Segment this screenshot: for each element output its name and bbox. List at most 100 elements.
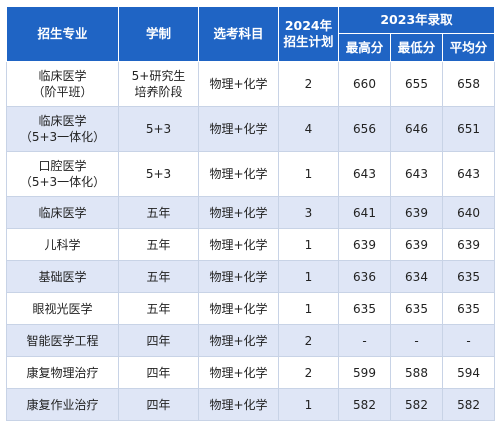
- cell-major: 临床医学 （阶平班）: [6, 61, 119, 107]
- cell-major-line1: 临床医学: [38, 114, 87, 128]
- cell-subjects: 物理+化学: [198, 106, 279, 152]
- cell-major: 儿科学: [6, 228, 119, 261]
- cell-min: 635: [390, 292, 443, 325]
- cell-major: 智能医学工程: [6, 324, 119, 357]
- cell-plan: 1: [278, 292, 339, 325]
- cell-plan: 2: [278, 324, 339, 357]
- cell-avg: 651: [441, 106, 496, 152]
- header-max-score: 最高分: [338, 33, 391, 62]
- cell-max: 636: [338, 260, 391, 293]
- cell-length-line2: 培养阶段: [134, 85, 183, 99]
- table-row: 智能医学工程 四年 物理+化学 2 - - -: [6, 324, 496, 357]
- admission-table: 招生专业 学制 选考科目 2024年 招生计划 2023年录取 最高分 最低分 …: [6, 6, 496, 421]
- cell-avg: 639: [441, 228, 496, 261]
- header-plan-2024-line2: 招生计划: [283, 34, 334, 49]
- cell-major: 基础医学: [6, 260, 119, 293]
- cell-max: 643: [338, 151, 391, 197]
- table-row: 临床医学 （5+3一体化） 5+3 物理+化学 4 656 646 651: [6, 106, 496, 152]
- cell-subjects: 物理+化学: [198, 61, 279, 107]
- cell-min: 634: [390, 260, 443, 293]
- cell-subjects: 物理+化学: [198, 292, 279, 325]
- cell-length: 五年: [118, 260, 199, 293]
- cell-length-line1: 5+研究生: [131, 69, 186, 83]
- cell-major-line1: 口腔医学: [38, 159, 87, 173]
- header-row-2: 最高分 最低分 平均分: [7, 33, 496, 62]
- cell-avg: 594: [441, 356, 496, 389]
- cell-avg: 658: [441, 61, 496, 107]
- table-row: 基础医学 五年 物理+化学 1 636 634 635: [6, 260, 496, 293]
- cell-length: 四年: [118, 356, 199, 389]
- cell-avg: 582: [441, 388, 496, 421]
- cell-avg: -: [441, 324, 496, 357]
- cell-major-line2: （阶平班）: [32, 85, 93, 99]
- cell-avg: 640: [441, 196, 496, 229]
- cell-avg: 635: [441, 292, 496, 325]
- cell-subjects: 物理+化学: [198, 324, 279, 357]
- header-length: 学制: [118, 6, 199, 62]
- table-row: 儿科学 五年 物理+化学 1 639 639 639: [6, 228, 496, 261]
- cell-avg: 643: [441, 151, 496, 197]
- cell-plan: 1: [278, 260, 339, 293]
- header-plan-2024: 2024年 招生计划: [278, 6, 339, 62]
- table-row: 康复作业治疗 四年 物理+化学 1 582 582 582: [6, 388, 496, 421]
- table-header: 招生专业 学制 选考科目 2024年 招生计划 2023年录取 最高分 最低分 …: [6, 6, 496, 62]
- cell-max: 635: [338, 292, 391, 325]
- header-admission-2023: 2023年录取: [337, 6, 496, 34]
- cell-min: 582: [390, 388, 443, 421]
- cell-subjects: 物理+化学: [198, 196, 279, 229]
- cell-max: 639: [338, 228, 391, 261]
- cell-min: -: [390, 324, 443, 357]
- cell-max: 660: [338, 61, 391, 107]
- header-avg-score: 平均分: [441, 33, 496, 62]
- cell-major-line2: （5+3一体化）: [19, 175, 106, 189]
- cell-plan: 3: [278, 196, 339, 229]
- cell-length: 五年: [118, 196, 199, 229]
- cell-subjects: 物理+化学: [198, 260, 279, 293]
- cell-major: 康复作业治疗: [6, 388, 119, 421]
- cell-min: 588: [390, 356, 443, 389]
- admission-table-container: 招生专业 学制 选考科目 2024年 招生计划 2023年录取 最高分 最低分 …: [6, 6, 496, 421]
- cell-min: 639: [390, 196, 443, 229]
- cell-length: 5+3: [118, 151, 199, 197]
- cell-min: 639: [390, 228, 443, 261]
- cell-length: 四年: [118, 388, 199, 421]
- cell-plan: 4: [278, 106, 339, 152]
- table-row: 临床医学 （阶平班） 5+研究生 培养阶段 物理+化学 2 660 655 65…: [6, 61, 496, 107]
- cell-max: -: [338, 324, 391, 357]
- header-min-score: 最低分: [390, 33, 443, 62]
- cell-max: 641: [338, 196, 391, 229]
- table-body: 临床医学 （阶平班） 5+研究生 培养阶段 物理+化学 2 660 655 65…: [6, 61, 496, 421]
- table-row: 口腔医学 （5+3一体化） 5+3 物理+化学 1 643 643 643: [6, 151, 496, 197]
- header-major: 招生专业: [6, 6, 119, 62]
- cell-min: 655: [390, 61, 443, 107]
- header-subjects: 选考科目: [198, 6, 279, 62]
- cell-max: 582: [338, 388, 391, 421]
- header-plan-2024-line1: 2024年: [284, 18, 333, 33]
- cell-avg: 635: [441, 260, 496, 293]
- cell-length: 5+研究生 培养阶段: [118, 61, 199, 107]
- cell-major: 康复物理治疗: [6, 356, 119, 389]
- cell-length: 5+3: [118, 106, 199, 152]
- cell-subjects: 物理+化学: [198, 151, 279, 197]
- cell-subjects: 物理+化学: [198, 228, 279, 261]
- cell-plan: 1: [278, 151, 339, 197]
- cell-major-line1: 临床医学: [38, 69, 87, 83]
- cell-min: 643: [390, 151, 443, 197]
- table-row: 眼视光医学 五年 物理+化学 1 635 635 635: [6, 292, 496, 325]
- cell-major: 临床医学 （5+3一体化）: [6, 106, 119, 152]
- cell-major-line2: （5+3一体化）: [19, 130, 106, 144]
- cell-length: 四年: [118, 324, 199, 357]
- cell-plan: 2: [278, 356, 339, 389]
- cell-major: 眼视光医学: [6, 292, 119, 325]
- cell-max: 656: [338, 106, 391, 152]
- cell-min: 646: [390, 106, 443, 152]
- table-row: 康复物理治疗 四年 物理+化学 2 599 588 594: [6, 356, 496, 389]
- cell-subjects: 物理+化学: [198, 388, 279, 421]
- cell-major: 临床医学: [6, 196, 119, 229]
- cell-plan: 1: [278, 228, 339, 261]
- cell-length: 五年: [118, 292, 199, 325]
- cell-plan: 2: [278, 61, 339, 107]
- cell-max: 599: [338, 356, 391, 389]
- cell-major: 口腔医学 （5+3一体化）: [6, 151, 119, 197]
- cell-subjects: 物理+化学: [198, 356, 279, 389]
